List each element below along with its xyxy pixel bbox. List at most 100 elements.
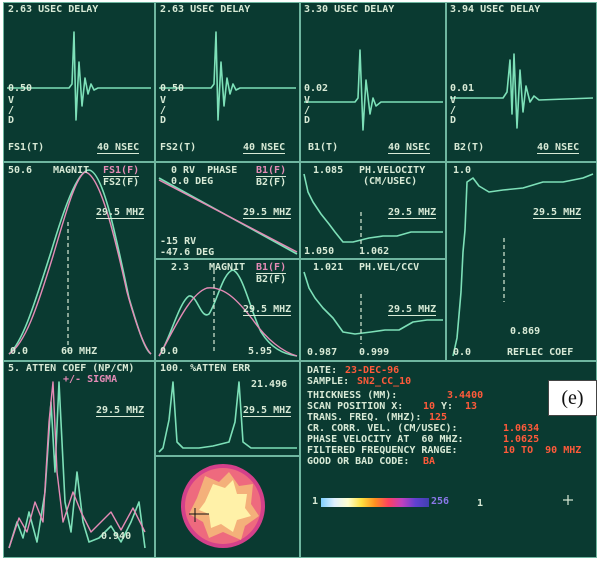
panel-b2-waveform (446, 2, 597, 162)
sample-value: SN2_CC_10 (357, 376, 412, 387)
magnit-ch2: FS2(F) (103, 177, 140, 188)
magnitude-curve-fs1 (8, 169, 152, 355)
fs1-vd: V / D (8, 95, 15, 126)
fs1-time: 40 NSEC (97, 142, 140, 154)
ph-velocity-units: (CM/USEC) (363, 176, 418, 187)
panel-reflection-coefficient (446, 162, 597, 361)
ffr-value: 10 TO 90 MHZ (503, 445, 582, 456)
scan-x-value: 10 (423, 401, 436, 412)
trans-value: 125 (429, 412, 448, 423)
ccv-label: CR. CORR. VEL. (CM/USEC): (307, 423, 458, 434)
code-label: GOOD OR BAD CODE: (307, 456, 410, 467)
b2-amp: 0.01 (450, 83, 475, 94)
thickness-label: THICKNESS (MM): (307, 390, 398, 401)
b2-time: 40 NSEC (537, 142, 580, 154)
atten-title: 5. ATTEN COEF (NP/CM) (8, 363, 135, 374)
panel-attenuation (3, 361, 155, 558)
panel-fs1-waveform (3, 2, 155, 162)
ultrasonic-analysis-screen: 2.63 USEC DELAY 0.50 V / D FS1(T) 40 NSE… (3, 2, 597, 558)
phase-line1: 0 RV PHASE (171, 165, 238, 176)
ccv-value: 1.0634 (503, 423, 540, 434)
panel-phase (155, 162, 300, 259)
magnit2-freq: 29.5 MHZ (243, 304, 292, 316)
magnitude2-curve-b1 (158, 287, 298, 357)
panel-info (300, 361, 597, 558)
b1-channel: B1(T) (308, 142, 339, 153)
magnitude2-curve-b2 (158, 269, 298, 357)
attenuation-curve-magenta (8, 381, 146, 549)
magnitude-curve-fs2 (8, 171, 152, 355)
magnit-xmax: 60 MHZ (61, 346, 98, 357)
figure-label: (e) (548, 380, 597, 416)
reflec-top: 1.0 (453, 165, 472, 176)
b1-time: 40 NSEC (388, 142, 431, 154)
fs1-delay: 2.63 USEC DELAY (8, 4, 99, 15)
ph-velocity-low: 1.050 (304, 246, 335, 257)
ph-vel-ccv-mid: 0.999 (359, 347, 390, 358)
fs2-channel: FS2(T) (160, 142, 197, 153)
magnit-title: MAGNIT (53, 165, 90, 176)
magnit-top: 50.6 (8, 165, 33, 176)
phase-low1: -15 RV (160, 236, 197, 247)
magnit2-low: 5.95 (248, 346, 273, 357)
panel-phase-velocity-ccv (300, 259, 446, 361)
phase-ch2: B2(F) (256, 177, 287, 188)
panel-magnitude (3, 162, 155, 361)
fs2-amp: 0.50 (160, 83, 185, 94)
trans-label: TRANS. FREQ. (MHZ): (307, 412, 422, 423)
reflec-freq: 29.5 MHZ (533, 207, 582, 219)
reflec-zero: 0.0 (453, 347, 472, 358)
phase-ch1: B1(F) (256, 165, 287, 177)
scan-label: SCAN POSITION X: (307, 401, 404, 412)
sample-label: SAMPLE: (307, 376, 350, 387)
ph-vel-ccv-curve (303, 271, 443, 335)
code-value: BA (423, 456, 436, 467)
waveform-b2 (450, 53, 594, 129)
ph-vel-ccv-low: 0.987 (307, 347, 338, 358)
magnit2-zero: 0.0 (160, 346, 179, 357)
magnit2-top: 2.3 (171, 262, 190, 273)
ph-vel-ccv-title: PH.VEL/CCV (359, 262, 420, 273)
fs1-amp: 0.50 (8, 83, 33, 94)
panel-phase-velocity (300, 162, 446, 259)
colorbar-min: 1 (312, 496, 319, 507)
reflec-mid: 0.869 (510, 326, 541, 337)
panel-b1-waveform (300, 2, 446, 162)
ph-velocity-title: PH.VELOCITY (359, 165, 426, 176)
atten-low: 0.940 (101, 531, 132, 542)
traces (7, 31, 594, 549)
b2-delay: 3.94 USEC DELAY (450, 4, 541, 15)
phase-low2: -47.6 DEG (160, 247, 215, 258)
attenuation-error-curve (158, 381, 297, 453)
b1-delay: 3.30 USEC DELAY (304, 4, 395, 15)
fs2-vd: V / D (160, 95, 167, 126)
magnit-freq: 29.5 MHZ (96, 207, 145, 219)
magnit2-ch1: B1(F) (256, 262, 287, 274)
atten-freq: 29.5 MHZ (96, 405, 145, 417)
date-value: 23-DEC-96 (345, 365, 400, 376)
thickness-value: 3.4400 (447, 390, 484, 401)
phase-line2: 0.0 DEG (171, 176, 214, 187)
phase-velocity-curve (303, 173, 443, 243)
b2-channel: B2(T) (454, 142, 485, 153)
magnit2-ch2: B2(F) (256, 274, 287, 285)
magnit-ch1: FS1(F) (103, 165, 140, 177)
atten-sub: +/- SIGMA (63, 374, 118, 385)
waveform-fs1 (7, 31, 151, 121)
pv-label: PHASE VELOCITY AT 60 MHZ: (307, 434, 464, 445)
ffr-label: FILTERED FREQUENCY RANGE: (307, 445, 458, 456)
b1-vd: V / D (304, 95, 311, 126)
ph-velocity-freq: 29.5 MHZ (388, 207, 437, 219)
reflec-title: REFLEC COEF (507, 347, 574, 358)
reflection-curve (452, 173, 594, 357)
ph-velocity-mid: 1.062 (359, 246, 390, 257)
color-scale-bar (321, 498, 429, 507)
panel-magnitude-2 (155, 259, 300, 361)
phase-freq: 29.5 MHZ (243, 207, 292, 219)
ph-vel-ccv-freq: 29.5 MHZ (388, 304, 437, 316)
fs1-channel: FS1(T) (8, 142, 45, 153)
colorbar-max: 256 (431, 496, 450, 507)
panel-fs2-waveform (155, 2, 300, 162)
scan-y-label: Y: (441, 401, 454, 412)
ph-velocity-top: 1.085 (313, 165, 344, 176)
